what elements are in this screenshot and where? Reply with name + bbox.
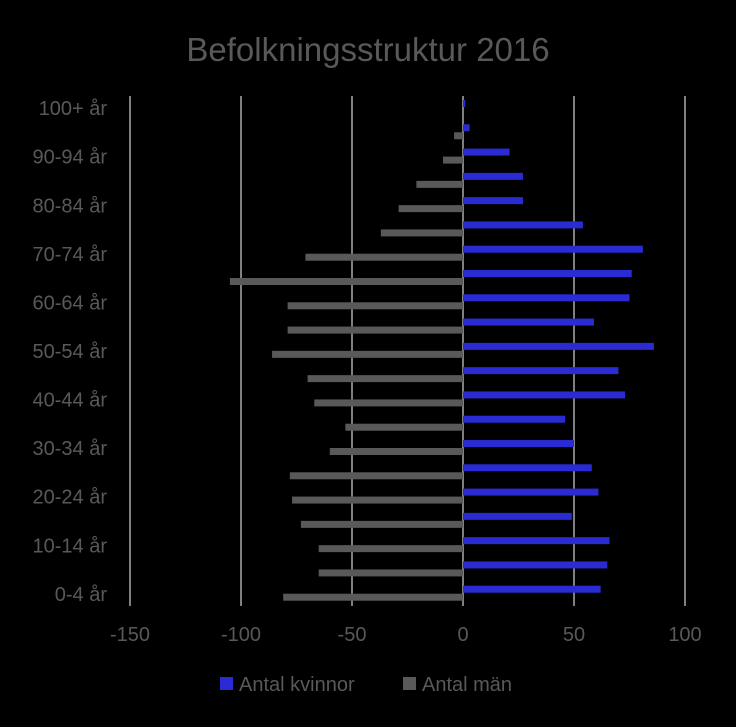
category-label-6: 30-34 år	[33, 438, 108, 460]
category-label-20: 100+ år	[39, 98, 108, 120]
bar-kvinnor-6	[463, 440, 574, 447]
category-label-18: 90-94 år	[33, 147, 108, 169]
bars	[229, 100, 654, 601]
bar-kvinnor-19	[463, 124, 470, 132]
bar-man-2	[318, 545, 463, 553]
bar-man-10	[272, 350, 463, 358]
category-label-2: 10-14 år	[33, 535, 108, 557]
x-tick-label-5: 100	[668, 624, 701, 646]
bar-man-0	[283, 593, 463, 601]
bar-kvinnor-1	[463, 561, 608, 569]
bar-kvinnor-5	[463, 464, 592, 472]
bar-kvinnor-13	[463, 270, 632, 277]
bar-kvinnor-18	[463, 148, 510, 156]
bar-man-17	[416, 180, 463, 188]
bar-man-13	[229, 278, 463, 285]
bar-kvinnor-10	[463, 342, 654, 350]
legend: Antal kvinnor Antal män	[220, 674, 512, 696]
x-tick-label-1: -100	[221, 624, 261, 646]
bar-man-11	[287, 326, 463, 334]
legend-label-0: Antal kvinnor	[239, 674, 355, 696]
bar-man-16	[398, 205, 463, 213]
x-tick-label-3: 0	[457, 624, 468, 646]
bar-kvinnor-17	[463, 172, 523, 180]
category-label-0: 0-4 år	[55, 584, 108, 606]
category-axis-labels: 0-4 år 10-14 år 20-24 år 30-34 år 40-44 år 50…	[33, 98, 108, 606]
bar-kvinnor-9	[463, 367, 619, 375]
bar-kvinnor-20	[463, 100, 466, 107]
bar-kvinnor-0	[463, 585, 601, 593]
bar-kvinnor-12	[463, 294, 630, 302]
bar-man-18	[443, 156, 463, 164]
bar-kvinnor-8	[463, 391, 626, 399]
bar-man-6	[329, 448, 463, 455]
category-label-4: 20-24 år	[33, 487, 108, 509]
category-label-8: 40-44 år	[33, 390, 108, 412]
bar-kvinnor-4	[463, 488, 599, 496]
legend-swatch-1	[403, 677, 416, 690]
bar-kvinnor-15	[463, 221, 583, 229]
bar-man-8	[314, 399, 463, 407]
bar-kvinnor-16	[463, 197, 523, 205]
x-tick-label-2: -50	[338, 624, 367, 646]
bar-man-4	[292, 496, 463, 504]
category-label-12: 60-64 år	[33, 292, 108, 314]
category-label-14: 70-74 år	[33, 244, 108, 266]
legend-label-1: Antal män	[422, 674, 512, 696]
bar-man-5	[289, 472, 463, 480]
bar-kvinnor-14	[463, 245, 643, 253]
bar-man-1	[318, 569, 463, 577]
bar-man-3	[300, 520, 463, 528]
bar-man-7	[345, 423, 463, 431]
bar-man-19	[454, 132, 463, 140]
chart-title: Befolkningsstruktur 2016	[186, 31, 549, 68]
bar-kvinnor-11	[463, 318, 594, 326]
bar-kvinnor-3	[463, 512, 572, 520]
legend-swatch-0	[220, 677, 233, 690]
bar-kvinnor-7	[463, 415, 566, 423]
bar-kvinnor-2	[463, 537, 610, 545]
value-axis-labels: -150 -100 -50 0 50 100	[110, 624, 702, 646]
bar-man-12	[287, 302, 463, 310]
bar-man-15	[380, 229, 463, 237]
category-label-16: 80-84 år	[33, 195, 108, 217]
bar-man-9	[307, 375, 463, 383]
x-tick-label-0: -150	[110, 624, 150, 646]
bar-man-14	[305, 253, 463, 261]
category-label-10: 50-54 år	[33, 341, 108, 363]
x-tick-label-4: 50	[563, 624, 585, 646]
